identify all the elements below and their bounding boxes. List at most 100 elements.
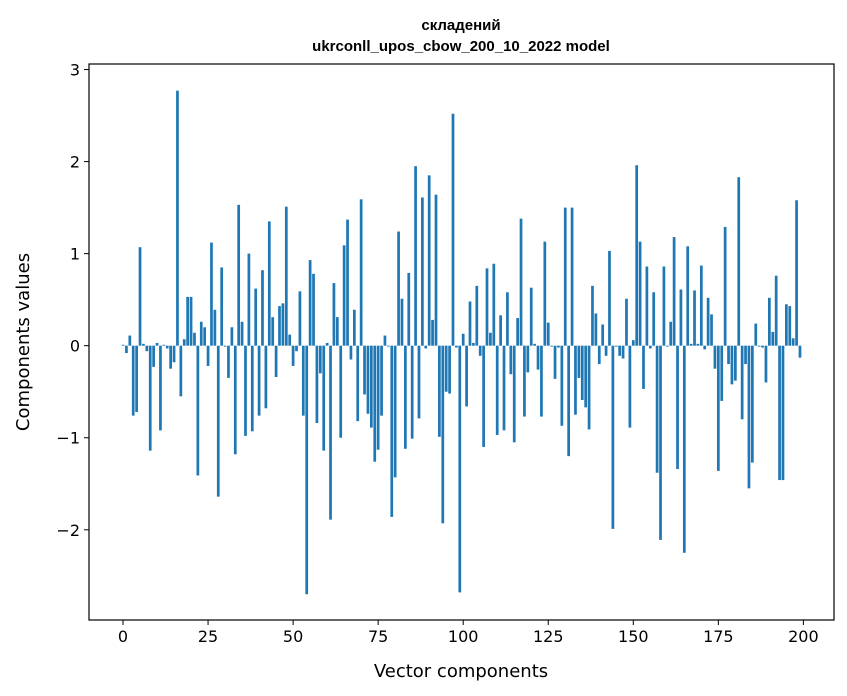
bar-139 <box>594 313 598 346</box>
bar-186 <box>754 323 758 346</box>
bar-117 <box>519 218 523 346</box>
bar-122 <box>536 345 540 370</box>
y-tick-label: 2 <box>70 153 80 172</box>
bar-107 <box>485 268 489 346</box>
bar-116 <box>516 318 519 346</box>
bar-165 <box>682 345 686 553</box>
bar-127 <box>553 345 557 379</box>
bar-21 <box>193 332 196 346</box>
bar-188 <box>761 345 764 348</box>
bar-26 <box>210 242 213 346</box>
bar-170 <box>699 265 703 346</box>
bar-84 <box>407 272 411 346</box>
bar-138 <box>591 285 594 346</box>
bar-52 <box>298 291 302 346</box>
bar-16 <box>176 90 179 346</box>
chart-subtitle: ukrconll_upos_cbow_200_10_2022 model <box>312 38 610 55</box>
bar-141 <box>601 324 605 346</box>
bar-171 <box>703 345 707 350</box>
bar-131 <box>567 345 571 457</box>
bar-20 <box>189 296 193 346</box>
bar-53 <box>301 345 305 416</box>
bar-99 <box>458 345 462 593</box>
bar-93 <box>438 345 441 437</box>
bar-59 <box>322 345 326 451</box>
bar-161 <box>669 321 673 346</box>
bar-91 <box>431 319 434 346</box>
bar-80 <box>393 345 397 478</box>
bar-177 <box>723 226 727 346</box>
bar-106 <box>482 345 485 447</box>
bar-179 <box>730 345 734 385</box>
bar-38 <box>250 345 254 432</box>
bar-73 <box>369 345 373 428</box>
bar-159 <box>662 266 666 346</box>
x-tick-label: 50 <box>283 627 303 646</box>
bar-193 <box>778 345 781 481</box>
bar-90 <box>427 175 431 346</box>
bar-44 <box>271 317 275 346</box>
bar-81 <box>397 231 400 346</box>
bar-32 <box>230 327 234 346</box>
bar-119 <box>526 345 530 373</box>
bar-130 <box>563 207 567 346</box>
bar-39 <box>254 288 258 346</box>
y-tick-label: 3 <box>70 61 80 80</box>
bar-22 <box>196 345 200 476</box>
bar-45 <box>274 345 278 377</box>
bar-144 <box>611 345 615 529</box>
bar-121 <box>533 343 536 346</box>
y-axis-ticks: −2 −1 0 1 2 3 <box>56 61 89 540</box>
bar-56 <box>312 273 315 346</box>
bar-6 <box>142 343 145 346</box>
bar-162 <box>672 237 676 346</box>
bar-78 <box>387 345 390 347</box>
bar-105 <box>478 345 482 356</box>
bar-83 <box>404 345 407 449</box>
bar-158 <box>659 345 662 540</box>
x-axis-ticks: 0 25 50 75 100 125 150 175 200 <box>118 620 819 646</box>
bar-61 <box>329 345 332 520</box>
bar-24 <box>203 327 207 346</box>
bar-10 <box>155 342 159 346</box>
bar-43 <box>267 221 271 346</box>
bar-72 <box>366 345 370 414</box>
bar-155 <box>648 345 652 349</box>
bar-46 <box>278 306 281 346</box>
bar-5 <box>138 247 142 346</box>
x-tick-label: 75 <box>368 627 388 646</box>
bar-65 <box>342 245 346 346</box>
bar-7 <box>145 345 149 352</box>
bar-12 <box>162 344 166 346</box>
bars-group <box>121 90 802 595</box>
bar-151 <box>635 165 639 346</box>
bar-190 <box>768 297 771 346</box>
bar-36 <box>244 345 247 436</box>
bar-89 <box>424 345 428 349</box>
x-tick-label: 0 <box>118 627 128 646</box>
bar-199 <box>798 345 802 358</box>
x-tick-label: 200 <box>788 627 819 646</box>
bar-195 <box>785 304 788 346</box>
bar-51 <box>295 345 298 352</box>
bar-126 <box>550 345 554 347</box>
bar-164 <box>679 289 683 346</box>
bar-192 <box>774 275 778 346</box>
bar-157 <box>655 345 659 473</box>
bar-133 <box>574 345 577 415</box>
bar-0 <box>121 344 125 346</box>
bar-108 <box>489 332 492 346</box>
bar-1 <box>125 345 128 354</box>
y-tick-label: −1 <box>56 429 80 448</box>
y-tick-label: 0 <box>70 337 80 356</box>
bar-97 <box>451 113 455 346</box>
bar-64 <box>339 345 343 438</box>
bar-47 <box>281 303 285 346</box>
bar-27 <box>213 309 217 346</box>
bar-173 <box>710 314 713 346</box>
bar-187 <box>757 345 761 347</box>
bar-152 <box>638 241 642 346</box>
bar-66 <box>346 219 349 346</box>
bar-125 <box>546 322 550 346</box>
bar-4 <box>135 345 138 412</box>
